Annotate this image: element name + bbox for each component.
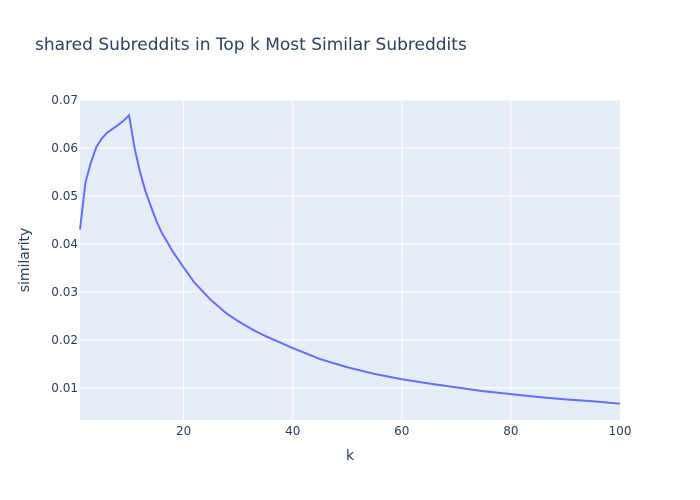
x-tick-label: 40 [285,424,300,438]
y-tick-label: 0.03 [51,285,78,299]
y-tick-label: 0.04 [51,237,78,251]
y-tick-label: 0.07 [51,93,78,107]
x-tick-label: 80 [503,424,518,438]
y-tick-label: 0.01 [51,381,78,395]
similarity-line [79,113,621,405]
x-tick-label: 20 [176,424,191,438]
x-tick-label: 60 [394,424,409,438]
x-axis-title: k [346,448,355,464]
y-tick-label: 0.05 [51,189,78,203]
y-axis-title: similarity [17,228,33,293]
chart-title: shared Subreddits in Top k Most Similar … [35,35,467,55]
x-axis-ticks: 20 40 60 80 100 [176,424,631,438]
y-tick-label: 0.02 [51,333,78,347]
y-tick-label: 0.06 [51,141,78,155]
x-tick-label: 100 [609,424,632,438]
x-gridlines [183,100,512,420]
plot-area [80,100,620,420]
y-axis-ticks: 0.01 0.02 0.03 0.04 0.05 0.06 0.07 [51,93,78,395]
y-gridlines [80,99,620,389]
